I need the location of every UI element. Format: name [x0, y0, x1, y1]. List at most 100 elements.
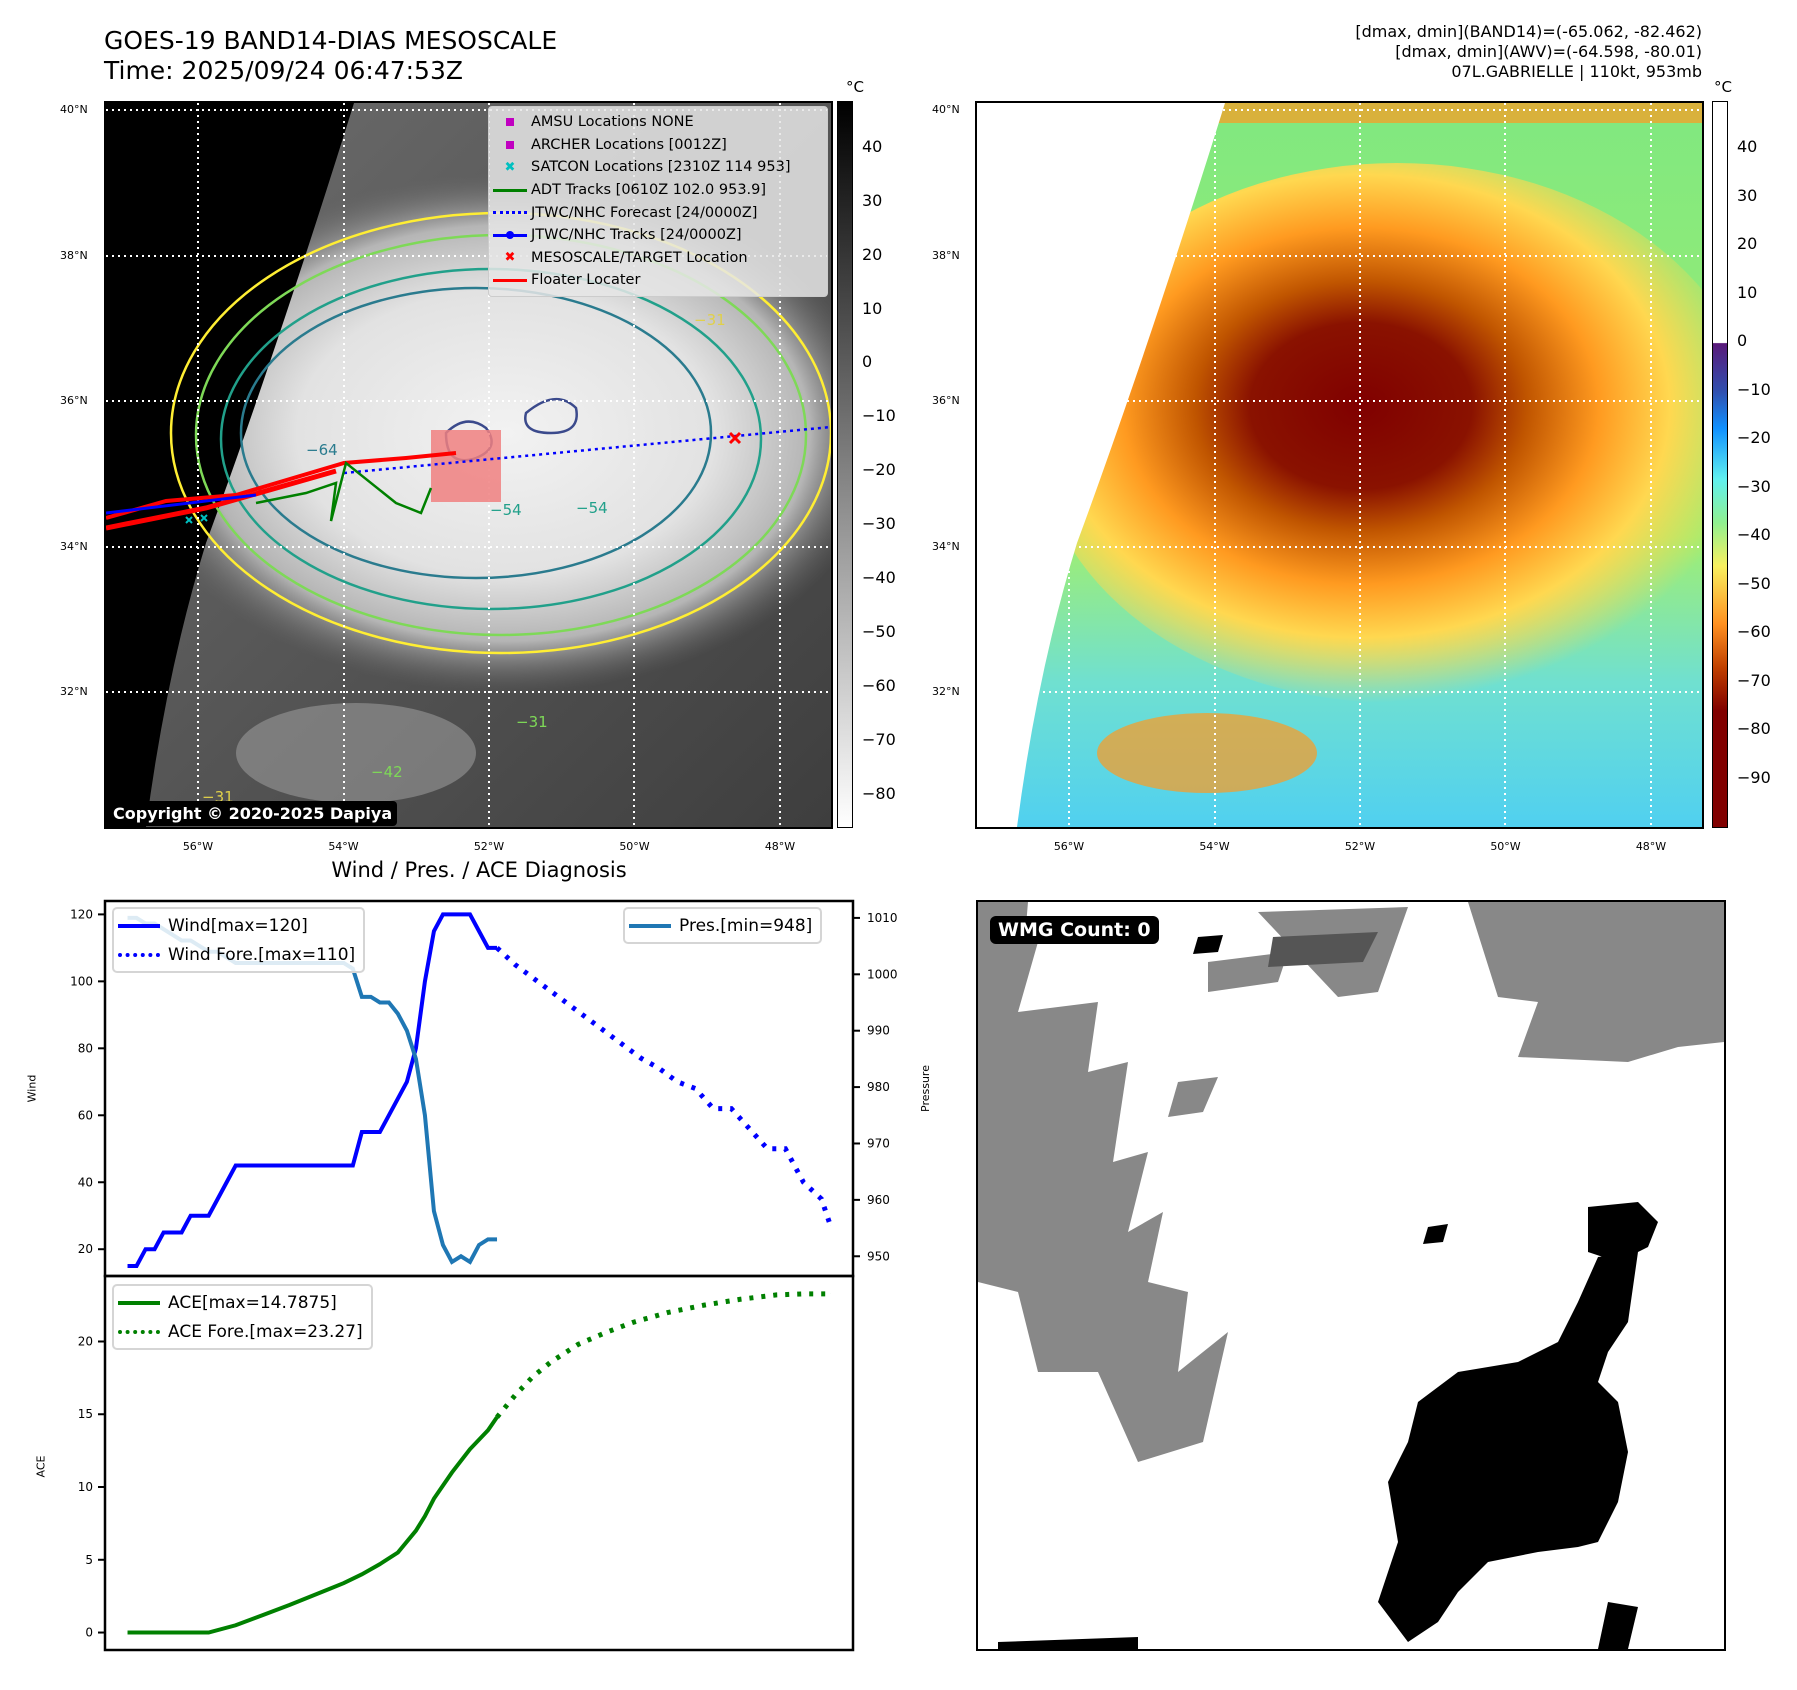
colorbar-tick-label: 10 — [862, 298, 883, 318]
lon-tick-label: 54°W — [328, 840, 359, 853]
legend-item-target: ✖ MESOSCALE/TARGET Location — [489, 247, 827, 270]
storm-info: [dmax, dmin](BAND14)=(-65.062, -82.462) … — [1355, 22, 1702, 82]
no-data-region — [106, 103, 354, 827]
lon-tick-label: 56°W — [1053, 840, 1085, 853]
y-tick-label: 120 — [70, 907, 93, 921]
contour-label: −54 — [576, 499, 608, 517]
no-data-region — [977, 103, 1225, 827]
ace-axis-label: ACE — [34, 1455, 48, 1478]
pressure-axis-label: Pressure — [918, 1065, 932, 1112]
diagnosis-title: Wind / Pres. / ACE Diagnosis — [331, 858, 627, 882]
colorbar-tick-label: −40 — [862, 568, 896, 588]
lat-tick-label: 32°N — [60, 685, 88, 698]
jtwc-track — [106, 493, 257, 515]
mesoscale-box — [431, 430, 501, 502]
ir-map-panel[interactable]: −31 −64 −54 −54 −31 −42 −31 AMSU Locatio… — [104, 101, 833, 829]
line-icon — [118, 923, 160, 928]
dotted-line-icon — [118, 1329, 160, 1334]
lat-tick-label: 36°N — [60, 394, 88, 407]
jtwc-forecast-track — [343, 425, 831, 475]
lat-tick-label: 34°N — [932, 539, 960, 553]
colorbar-tick-label: −20 — [1737, 428, 1771, 448]
pressure-legend: Pres.[min=948] — [623, 907, 823, 944]
storm-summary: 07L.GABRIELLE | 110kt, 953mb — [1451, 62, 1702, 81]
colorbar-tick-label: −50 — [862, 621, 896, 641]
ir-colorbar-unit: °C — [846, 78, 864, 96]
legend-item-archer: ARCHER Locations [0012Z] — [489, 134, 827, 157]
legend-item-pressure: Pres.[min=948] — [629, 911, 812, 940]
legend-item-satcon: ✖ SATCON Locations [2310Z 114 953] — [489, 156, 827, 179]
line-dot-icon — [489, 231, 531, 240]
dotted-line-icon — [493, 211, 527, 215]
legend-item-wind-forecast: Wind Fore.[max=110] — [118, 940, 355, 969]
wmg-mask-image — [978, 902, 1724, 1649]
wmg-panel[interactable]: WMG Count: 0 — [976, 900, 1726, 1651]
awv-map-panel[interactable] — [975, 101, 1704, 829]
colorbar-tick-label: 30 — [1737, 185, 1758, 205]
colorbar-tick-label: −60 — [1737, 622, 1771, 642]
y-tick-label: 15 — [78, 1407, 93, 1421]
lon-tick-label: 56°W — [182, 840, 214, 853]
colorbar-tick-label: 10 — [1737, 282, 1758, 302]
legend-item-ace: ACE[max=14.7875] — [118, 1288, 363, 1317]
y2-tick-label: 1000 — [867, 967, 898, 981]
y-tick-label: 20 — [78, 1334, 93, 1348]
y2-tick-label: 970 — [867, 1136, 890, 1150]
x-marker-icon: ✖ — [504, 250, 516, 266]
y-tick-label: 10 — [78, 1480, 93, 1494]
awv-range: [dmax, dmin](AWV)=(-64.598, -80.01) — [1395, 42, 1702, 61]
y2-tick-label: 980 — [867, 1080, 890, 1094]
line-icon — [493, 278, 527, 282]
contour-minus64 — [239, 286, 713, 580]
x-marker-icon: ✖ — [504, 159, 516, 175]
colorbar-tick-label: −40 — [1737, 525, 1771, 545]
colorbar-tick-label: −20 — [862, 460, 896, 480]
legend-item-amsu: AMSU Locations NONE — [489, 111, 827, 134]
colorbar-tick-label: 40 — [1737, 137, 1758, 157]
lat-tick-label: 32°N — [932, 685, 960, 698]
wmg-dark-region — [1268, 932, 1378, 967]
y-tick-label: 100 — [70, 974, 93, 988]
lat-tick-label: 38°N — [932, 248, 960, 262]
legend-item-forecast: JTWC/NHC Forecast [24/0000Z] — [489, 201, 827, 224]
y2-tick-label: 990 — [867, 1024, 890, 1038]
title-line-2: Time: 2025/09/24 06:47:53Z — [104, 56, 463, 85]
contour-label: −54 — [490, 501, 522, 519]
y-tick-label: 80 — [78, 1041, 93, 1055]
series-line-ace-fore- — [495, 1291, 831, 1419]
line-icon — [629, 923, 671, 928]
copyright-badge: Copyright © 2020-2025 Dapiya — [108, 801, 398, 826]
y-tick-label: 60 — [78, 1108, 93, 1122]
wmg-count-badge: WMG Count: 0 — [990, 916, 1159, 944]
y2-tick-label: 960 — [867, 1193, 890, 1207]
colorbar-tick-label: 20 — [1737, 234, 1758, 254]
floater-track — [106, 451, 457, 520]
colorbar-tick-label: −30 — [862, 514, 896, 534]
series-line-wind-fore- — [495, 946, 833, 1227]
awv-colorbar — [1712, 101, 1728, 828]
y-tick-label: 0 — [85, 1626, 93, 1640]
colorbar-tick-label: −80 — [862, 783, 896, 803]
contour-label: −31 — [516, 713, 548, 731]
awv-colorbar-unit: °C — [1714, 78, 1732, 96]
title-line-1: GOES-19 BAND14-DIAS MESOSCALE — [104, 26, 558, 55]
lon-tick-label: 50°W — [619, 840, 650, 853]
map-legend: AMSU Locations NONE ARCHER Locations [00… — [488, 106, 828, 297]
colorbar-tick-label: −70 — [1737, 670, 1771, 690]
colorbar-tick-label: −10 — [862, 406, 896, 426]
colorbar-tick-label: 40 — [862, 136, 883, 156]
legend-item-tracks: JTWC/NHC Tracks [24/0000Z] — [489, 224, 827, 247]
legend-item-adt: ADT Tracks [0610Z 102.0 953.9] — [489, 179, 827, 202]
map-gridlines — [977, 103, 1702, 827]
adt-track — [255, 460, 433, 522]
y-tick-label: 5 — [85, 1553, 93, 1567]
lat-tick-label: 38°N — [60, 248, 88, 262]
awv-map-image — [977, 103, 1702, 827]
wmg-black-regions — [998, 935, 1658, 1649]
legend-item-ace-forecast: ACE Fore.[max=23.27] — [118, 1317, 363, 1346]
series-line-wind — [127, 912, 498, 1268]
lon-tick-label: 52°W — [1344, 840, 1376, 853]
lon-tick-label: 50°W — [1490, 840, 1521, 853]
square-marker-icon — [506, 118, 514, 127]
y-tick-label: 20 — [78, 1242, 93, 1256]
